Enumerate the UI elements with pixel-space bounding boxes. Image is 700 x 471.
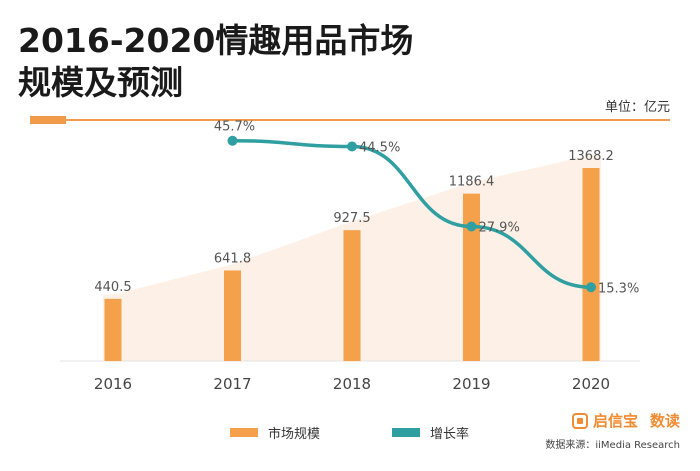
growth-point-2020 bbox=[586, 282, 596, 293]
growth-value-label: 45.7% bbox=[214, 120, 255, 135]
legend-swatch-bar bbox=[230, 428, 258, 437]
bar-2017 bbox=[224, 270, 241, 361]
legend-item-bar: 市场规模 bbox=[230, 423, 320, 442]
bar-2016 bbox=[104, 298, 122, 361]
x-tick-label: 2018 bbox=[333, 375, 371, 393]
x-tick-label: 2016 bbox=[94, 375, 132, 393]
growth-point-2018 bbox=[347, 141, 357, 152]
bar-value-label: 440.5 bbox=[94, 280, 131, 295]
bar-value-label: 1368.2 bbox=[568, 149, 614, 164]
x-tick-label: 2020 bbox=[572, 375, 610, 393]
growth-value-label: 44.5% bbox=[359, 141, 400, 156]
brand: 启信宝 数读 bbox=[571, 410, 680, 431]
bar-value-label: 641.8 bbox=[214, 251, 251, 266]
header-rule-accent bbox=[30, 116, 66, 124]
title-line-2: 规模及预测 bbox=[18, 63, 183, 102]
x-tick-label: 2019 bbox=[452, 375, 490, 393]
x-tick-label: 2017 bbox=[213, 375, 251, 393]
legend: 市场规模 增长率 bbox=[230, 423, 541, 442]
bar-2019 bbox=[463, 193, 480, 361]
header-rule bbox=[30, 119, 670, 121]
growth-point-2017 bbox=[227, 135, 238, 146]
growth-value-label: 27.9% bbox=[479, 221, 520, 236]
legend-item-line: 增长率 bbox=[392, 423, 469, 442]
data-source: 数据来源：iiMedia Research bbox=[545, 440, 680, 451]
bar-2020 bbox=[582, 168, 600, 361]
title-line-1: 2016-2020情趣用品市场 bbox=[18, 21, 414, 60]
bar-value-label: 1186.4 bbox=[449, 175, 495, 190]
growth-value-label: 15.3% bbox=[598, 281, 639, 296]
legend-label-line: 增长率 bbox=[430, 427, 470, 442]
chart-title: 2016-2020情趣用品市场 规模及预测 bbox=[18, 20, 413, 104]
unit-label: 单位：亿元 bbox=[604, 100, 670, 115]
legend-swatch-line bbox=[392, 428, 421, 437]
bar-value-label: 927.5 bbox=[333, 211, 370, 226]
bar-2018 bbox=[343, 230, 361, 361]
brand-name: 启信宝 bbox=[592, 412, 638, 430]
brand-suffix: 数读 bbox=[649, 412, 680, 430]
growth-point-2019 bbox=[466, 221, 477, 232]
legend-label-bar: 市场规模 bbox=[268, 427, 321, 442]
growth-rate-line bbox=[232, 138, 592, 290]
brand-logo-icon bbox=[571, 412, 588, 429]
